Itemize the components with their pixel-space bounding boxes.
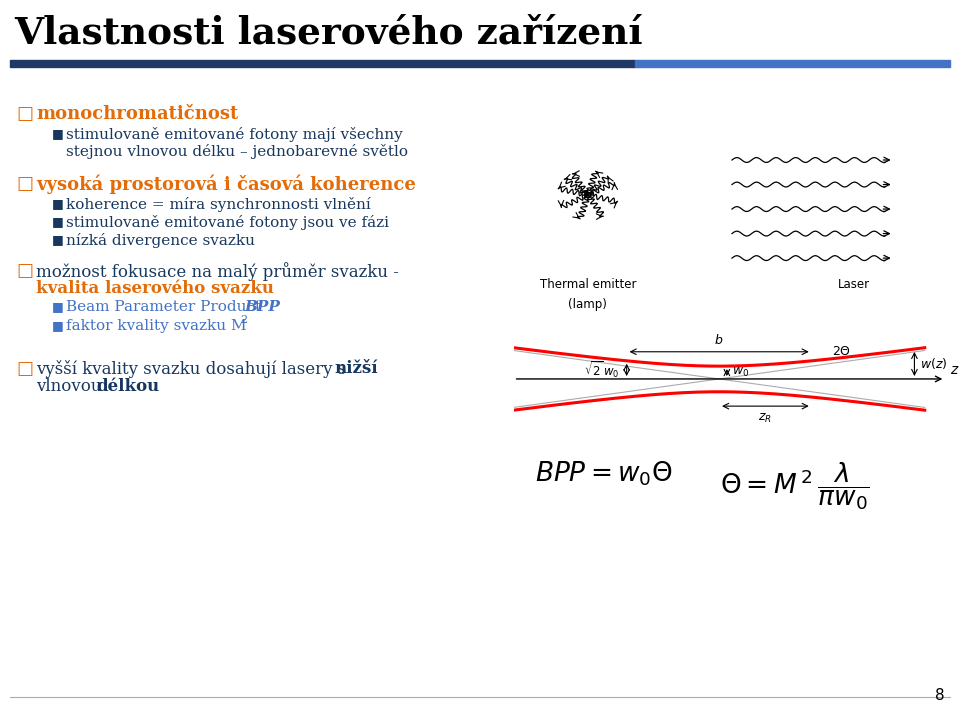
Text: $b$: $b$ <box>714 333 724 347</box>
Bar <box>10 60 635 67</box>
Text: koherence = míra synchronnosti vlnění: koherence = míra synchronnosti vlnění <box>66 197 371 212</box>
Text: faktor kvality svazku M: faktor kvality svazku M <box>66 319 247 333</box>
Text: délkou: délkou <box>96 378 159 395</box>
Text: $\sqrt{2}\,w_0$: $\sqrt{2}\,w_0$ <box>584 360 619 380</box>
Text: vyšší kvality svazku dosahují lasery s: vyšší kvality svazku dosahují lasery s <box>36 360 347 378</box>
Text: ■: ■ <box>52 300 63 313</box>
Text: ■: ■ <box>52 127 63 140</box>
Text: Thermal emitter: Thermal emitter <box>540 278 636 292</box>
Text: □: □ <box>16 360 33 378</box>
Text: $\Theta = M^{\,2}\,\dfrac{\lambda}{\pi w_0}$: $\Theta = M^{\,2}\,\dfrac{\lambda}{\pi w… <box>720 460 870 512</box>
Text: $w(z)$: $w(z)$ <box>920 357 948 372</box>
Text: □: □ <box>16 175 33 193</box>
Text: nižší: nižší <box>334 360 377 377</box>
Text: BPP: BPP <box>244 300 280 314</box>
Text: $\mathit{BPP} = w_0\Theta$: $\mathit{BPP} = w_0\Theta$ <box>535 460 673 488</box>
Text: 8: 8 <box>935 688 945 703</box>
Text: $2\Theta$: $2\Theta$ <box>832 345 852 358</box>
Text: Beam Parameter Product: Beam Parameter Product <box>66 300 266 314</box>
Text: nízká divergence svazku: nízká divergence svazku <box>66 233 255 248</box>
Text: 2: 2 <box>240 315 247 325</box>
Bar <box>635 60 950 67</box>
Text: vysoká prostorová i časová koherence: vysoká prostorová i časová koherence <box>36 175 416 194</box>
Text: monochromatičnost: monochromatičnost <box>36 105 238 123</box>
Text: Vlastnosti laserového zařízení: Vlastnosti laserového zařízení <box>14 15 642 52</box>
Text: $z_R$: $z_R$ <box>758 412 773 425</box>
Text: ■: ■ <box>52 233 63 246</box>
Text: (lamp): (lamp) <box>568 297 608 310</box>
Text: ■: ■ <box>52 215 63 228</box>
Text: vlnovou: vlnovou <box>36 378 102 395</box>
Text: stimulovaně emitované fotony jsou ve fázi: stimulovaně emitované fotony jsou ve fáz… <box>66 215 389 230</box>
Text: ■: ■ <box>52 319 63 332</box>
Text: ■: ■ <box>52 197 63 210</box>
Text: □: □ <box>16 105 33 123</box>
Text: □: □ <box>16 262 33 280</box>
Text: kvalita laserového svazku: kvalita laserového svazku <box>36 280 274 297</box>
Text: Laser: Laser <box>838 278 871 292</box>
Text: $w_0$: $w_0$ <box>732 366 749 379</box>
Text: $z$: $z$ <box>950 363 960 377</box>
Text: stimulovaně emitované fotony mají všechny: stimulovaně emitované fotony mají všechn… <box>66 127 403 142</box>
Text: možnost fokusace na malý průměr svazku -: možnost fokusace na malý průměr svazku - <box>36 262 398 281</box>
Text: stejnou vlnovou délku – jednobarevné světlo: stejnou vlnovou délku – jednobarevné svě… <box>66 144 408 159</box>
